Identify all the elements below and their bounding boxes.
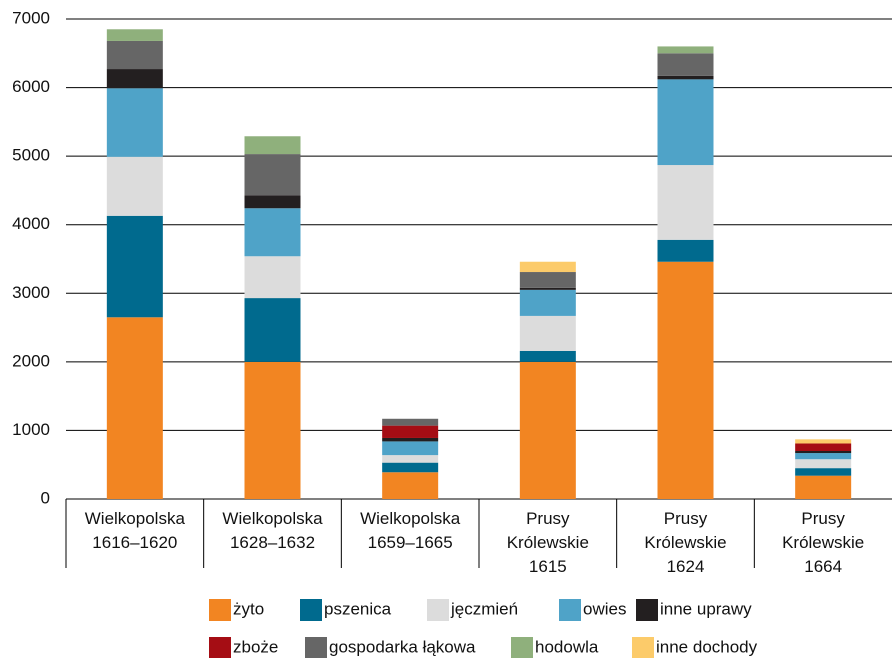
x-tick-label-line: Królewskie [782, 533, 864, 552]
bar-segment [795, 459, 852, 469]
bar-segment [382, 437, 439, 442]
bar-segment [382, 472, 439, 499]
legend-label: jęczmień [450, 599, 518, 618]
bar-segment [382, 425, 439, 438]
bar-segment [657, 165, 714, 240]
x-tick-label: Wielkopolska 1659–1665 [360, 509, 461, 552]
legend-swatch [427, 599, 449, 621]
bar-segment [244, 154, 301, 196]
x-tick-label-line: Królewskie [507, 533, 589, 552]
y-tick-label: 1000 [12, 420, 50, 439]
bar-segment [382, 441, 439, 456]
bar-segment [795, 453, 852, 460]
y-tick-label: 5000 [12, 146, 50, 165]
legend-label: hodowla [535, 637, 599, 656]
legend-label: zboże [233, 637, 278, 656]
bar-segment [657, 79, 714, 166]
bar-segment [382, 455, 439, 463]
legend-label: inne uprawy [660, 599, 752, 618]
x-tick-label: Prusy Królewskie 1664 [782, 509, 864, 576]
bar-segment [106, 88, 163, 157]
x-tick-label-line: 1628–1632 [230, 533, 315, 552]
x-tick-label-line: 1659–1665 [368, 533, 453, 552]
bar-segment [519, 289, 576, 316]
x-tick-label: Wielkopolska 1628–1632 [222, 509, 323, 552]
y-tick-label: 0 [41, 488, 50, 507]
bar-segment [106, 69, 163, 89]
legend-label: inne dochody [656, 637, 758, 656]
bar-segment [244, 256, 301, 299]
bar-segment [519, 261, 576, 273]
x-tick-label: Wielkopolska 1616–1620 [85, 509, 186, 552]
bar-segment [519, 287, 576, 290]
legend-swatch [209, 637, 231, 658]
x-tick-label-line: 1664 [804, 557, 842, 576]
x-tick-label-line: Królewskie [644, 533, 726, 552]
bar-segment [519, 350, 576, 362]
bar-segment [106, 40, 163, 70]
bar-segment [795, 475, 852, 499]
bar-segment [106, 156, 163, 216]
bar-segment [657, 75, 714, 80]
bar-segment [519, 315, 576, 351]
bar-segment [244, 136, 301, 155]
legend-label: pszenica [324, 599, 392, 618]
y-tick-label: 7000 [12, 8, 50, 27]
bar-segment [244, 195, 301, 209]
bar-segment [106, 215, 163, 318]
x-tick-label: Prusy Królewskie 1615 [507, 509, 589, 576]
y-tick-label: 3000 [12, 283, 50, 302]
bar-segment [382, 418, 439, 426]
legend-swatch [305, 637, 327, 658]
bar-segment [795, 451, 852, 454]
bar-segment [519, 361, 576, 499]
legend-label: żyto [233, 599, 264, 618]
x-tick-label-line: 1615 [529, 557, 567, 576]
x-tick-label-line: Prusy [664, 509, 708, 528]
legend-swatch [559, 599, 581, 621]
bar-segment [244, 361, 301, 499]
legend-label: owies [583, 599, 626, 618]
x-tick-label-line: 1616–1620 [92, 533, 177, 552]
x-tick-label-line: Prusy [801, 509, 845, 528]
bar-segment [795, 443, 852, 451]
bar-segment [795, 439, 852, 444]
bar-segment [657, 239, 714, 262]
x-tick-label-line: Wielkopolska [360, 509, 461, 528]
bar-segment [106, 29, 163, 41]
bar-segment [244, 208, 301, 257]
bar-segment [382, 462, 439, 473]
legend-swatch [632, 637, 654, 658]
legend-label: gospodarka łąkowa [329, 637, 476, 656]
x-tick-label-line: Prusy [526, 509, 570, 528]
y-tick-label: 2000 [12, 351, 50, 370]
legend-swatch [636, 599, 658, 621]
x-tick-label-line: Wielkopolska [85, 509, 186, 528]
y-tick-label: 4000 [12, 214, 50, 233]
bar-segment [657, 53, 714, 76]
bar-segment [657, 46, 714, 54]
bar-segment [795, 468, 852, 476]
legend-swatch [209, 599, 231, 621]
y-tick-label: 6000 [12, 77, 50, 96]
legend-swatch [300, 599, 322, 621]
bar-segment [106, 317, 163, 499]
bar-segment [519, 272, 576, 288]
bar-segment [657, 261, 714, 499]
x-tick-label-line: 1624 [667, 557, 705, 576]
bar-segment [244, 298, 301, 362]
x-tick-label: Prusy Królewskie 1624 [644, 509, 726, 576]
x-tick-label-line: Wielkopolska [222, 509, 323, 528]
legend-swatch [511, 637, 533, 658]
